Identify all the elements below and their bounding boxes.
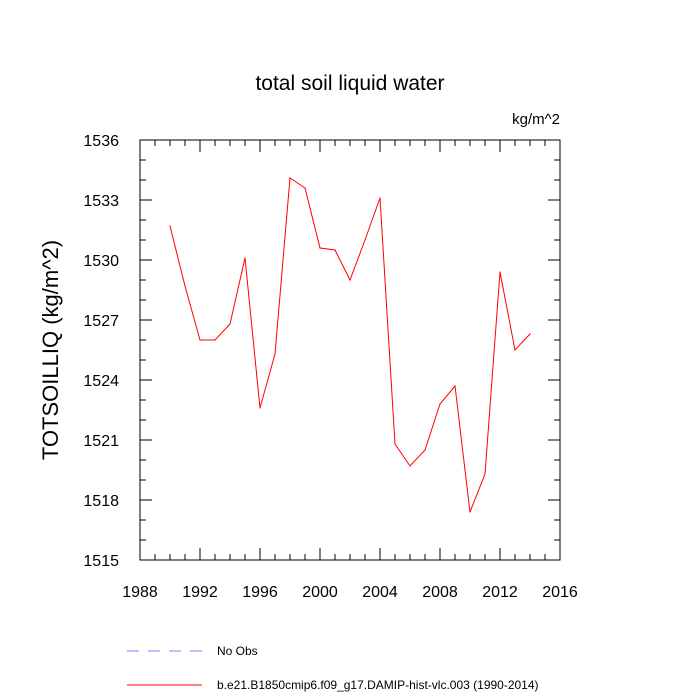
x-tick-label: 2004 <box>362 584 398 601</box>
data-point <box>334 249 336 251</box>
data-point <box>484 473 486 475</box>
y-tick-label: 1536 <box>83 133 119 150</box>
y-tick-label: 1533 <box>83 193 119 210</box>
data-point <box>409 465 411 467</box>
data-point <box>274 353 276 355</box>
data-series <box>169 177 531 513</box>
axis-ticks <box>139 139 561 561</box>
y-tick-label: 1515 <box>83 553 119 570</box>
data-point <box>244 257 246 259</box>
data-point <box>499 271 501 273</box>
data-point <box>214 339 216 341</box>
x-tick-label: 1988 <box>122 584 158 601</box>
data-point <box>514 349 516 351</box>
data-point <box>364 239 366 241</box>
data-point <box>394 443 396 445</box>
y-tick-label: 1521 <box>83 433 119 450</box>
data-point <box>379 197 381 199</box>
y-tick-label: 1524 <box>83 373 119 390</box>
data-point <box>184 285 186 287</box>
legend-label-model: b.e21.B1850cmip6.f09_g17.DAMIP-hist-vlc.… <box>217 678 539 692</box>
x-tick-label: 2012 <box>482 584 518 601</box>
y-tick-label: 1518 <box>83 493 119 510</box>
y-tick-label: 1527 <box>83 313 119 330</box>
legend-label-no-obs: No Obs <box>217 644 258 658</box>
axis-tick-labels: 1988 1992 1996 2000 2004 2008 2012 2016 1515 1518… <box>83 133 577 601</box>
series-line-0 <box>169 177 531 513</box>
data-point <box>424 449 426 451</box>
data-point <box>439 403 441 405</box>
x-tick-label: 2000 <box>302 584 338 601</box>
data-point <box>319 247 321 249</box>
data-point <box>349 279 351 281</box>
data-point <box>169 225 171 227</box>
legend: No Obs b.e21.B1850cmip6.f09_g17.DAMIP-hi… <box>127 644 539 692</box>
y-tick-label: 1530 <box>83 253 119 270</box>
data-point <box>454 385 456 387</box>
data-point <box>469 511 471 513</box>
y-axis-label: TOTSOILLIQ (kg/m^2) <box>38 240 63 460</box>
data-point <box>529 333 531 335</box>
plot-frame <box>139 139 561 561</box>
chart-title: total soil liquid water <box>255 72 444 95</box>
data-point <box>289 177 291 179</box>
units-label: kg/m^2 <box>512 111 560 128</box>
data-point <box>304 187 306 189</box>
data-point <box>199 339 201 341</box>
x-tick-label: 1996 <box>242 584 278 601</box>
x-tick-label: 1992 <box>182 584 218 601</box>
x-tick-label: 2008 <box>422 584 458 601</box>
data-point <box>229 323 231 325</box>
x-tick-label: 2016 <box>542 584 578 601</box>
data-point <box>259 407 261 409</box>
